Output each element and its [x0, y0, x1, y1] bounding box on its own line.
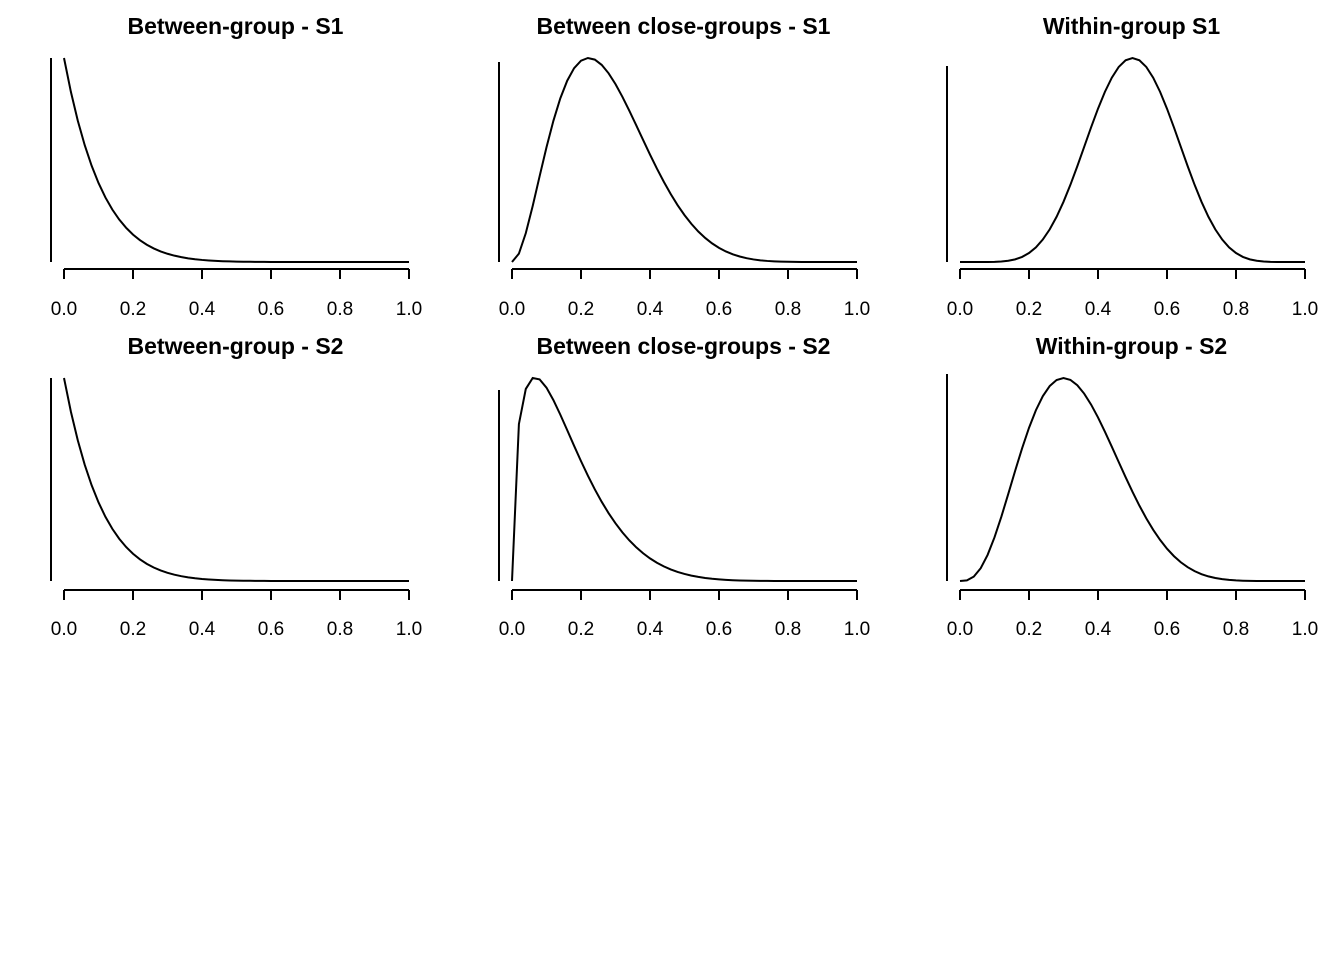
- panel-6-title: Within-group - S2: [1036, 333, 1227, 359]
- panel-3-x-tick-label-5: 1.0: [1292, 299, 1318, 320]
- panel-4-x-tick-label-0: 0.0: [51, 619, 77, 640]
- panel-2-title: Between close-groups - S1: [537, 13, 831, 39]
- panel-4-x-tick-label-2: 0.4: [189, 619, 216, 640]
- panel-1-x-tick-label-1: 0.2: [120, 299, 146, 320]
- panel-5-density-curve: [511, 376, 857, 582]
- panel-4-title: Between-group - S2: [128, 333, 344, 359]
- panel-2-x-tick-label-2: 0.4: [637, 299, 664, 320]
- panel-4-x-tick-label-4: 0.8: [327, 619, 353, 640]
- panel-1-title: Between-group - S1: [128, 13, 344, 39]
- panel-5-x-tick-label-1: 0.2: [568, 619, 594, 640]
- panel-5-x-tick-label-2: 0.4: [637, 619, 664, 640]
- panel-6-density-curve: [959, 376, 1305, 582]
- panel-5-x-tick-label-4: 0.8: [775, 619, 801, 640]
- panel-6-x-tick-label-1: 0.2: [1016, 619, 1042, 640]
- panel-1-x-tick-label-3: 0.6: [258, 299, 284, 320]
- panel-4-x-tick-label-1: 0.2: [120, 619, 146, 640]
- panel-1-x-tick-label-4: 0.8: [327, 299, 353, 320]
- panel-4-density-curve: [63, 377, 409, 582]
- panel-3-x-tick-label-4: 0.8: [1223, 299, 1249, 320]
- panel-4-x-tick-label-5: 1.0: [396, 619, 422, 640]
- panel-6-x-tick-label-3: 0.6: [1154, 619, 1180, 640]
- panel-3-x-tick-label-1: 0.2: [1016, 299, 1042, 320]
- panel-1-x-tick-label-5: 1.0: [396, 299, 422, 320]
- panel-3-x-tick-label-3: 0.6: [1154, 299, 1180, 320]
- panel-3-x-tick-label-2: 0.4: [1085, 299, 1112, 320]
- panel-6-x-tick-label-4: 0.8: [1223, 619, 1249, 640]
- panel-6-x-tick-label-5: 1.0: [1292, 619, 1318, 640]
- panel-3-title: Within-group S1: [1043, 13, 1221, 39]
- panel-2-x-tick-label-4: 0.8: [775, 299, 801, 320]
- panel-5-title: Between close-groups - S2: [537, 333, 831, 359]
- panel-2-x-tick-label-1: 0.2: [568, 299, 594, 320]
- panel-4-x-tick-label-3: 0.6: [258, 619, 284, 640]
- panel-1-x-tick-label-2: 0.4: [189, 299, 216, 320]
- panel-5-x-tick-label-3: 0.6: [706, 619, 732, 640]
- panel-5-x-tick-label-5: 1.0: [844, 619, 870, 640]
- panel-5-x-tick-label-0: 0.0: [499, 619, 525, 640]
- panel-2-x-tick-label-3: 0.6: [706, 299, 732, 320]
- panel-2-density-curve: [511, 56, 857, 263]
- panel-1-x-tick-label-0: 0.0: [51, 299, 77, 320]
- panel-6-x-tick-label-0: 0.0: [947, 619, 973, 640]
- panel-2-x-tick-label-5: 1.0: [844, 299, 870, 320]
- panel-2-x-tick-label-0: 0.0: [499, 299, 525, 320]
- panel-6-x-tick-label-2: 0.4: [1085, 619, 1112, 640]
- panel-3-density-curve: [960, 56, 1305, 263]
- panel-1-density-curve: [63, 57, 409, 263]
- panel-3-x-tick-label-0: 0.0: [947, 299, 973, 320]
